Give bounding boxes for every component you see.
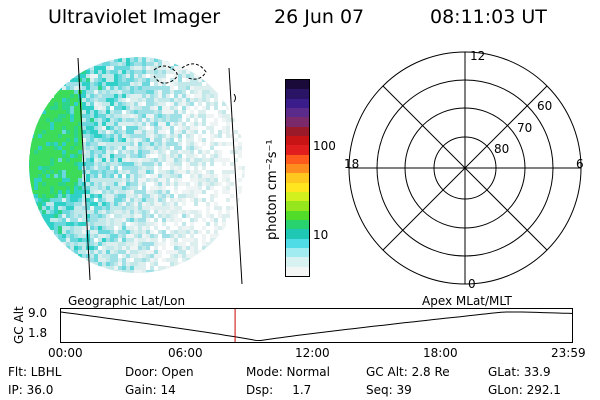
colorbar-segment [286,210,309,220]
timeline-frame [60,308,573,343]
colorbar-segment [286,135,309,146]
colorbar-segment [286,145,309,155]
colorbar-segment [286,107,309,118]
gain-status: Gain: 14 [125,383,176,397]
mlt-label-12: 12 [470,49,485,63]
colorbar-segment [286,191,309,202]
mlt-label-0: 0 [468,277,476,291]
glat-status: GLat: 33.9 [488,365,551,379]
colorbar-segment [286,201,309,211]
colorbar-segment [286,117,309,127]
gc-alt-status: GC Alt: 2.8 Re [366,365,450,379]
timeline-xtick-1800: 18:00 [423,346,458,360]
timeline-xtick-0600: 06:00 [168,346,203,360]
mlat-label-70: 70 [517,121,532,135]
mlat-label-80: 80 [494,142,509,156]
ip-status: IP: 36.0 [8,383,54,397]
colorbar-segment [286,247,309,258]
timeline-ytick-1.8: 1.8 [28,326,48,340]
colorbar-segment [286,229,309,239]
timeline-xtick-1200: 12:00 [295,346,330,360]
colorbar-segment [286,163,309,174]
door-status: Door: Open [125,365,194,379]
mlt-label-18: 18 [344,157,359,171]
colorbar-segment [286,89,309,99]
timeline-xtick-2359: 23:59 [551,346,586,360]
longitude-line-left [77,57,91,281]
colorbar-segment [286,182,309,192]
colorbar-segment [286,238,309,248]
colorbar-segment [286,257,309,267]
time-label: 08:11:03 UT [430,6,547,28]
colorbar-segment [286,173,309,183]
coastline-contour [153,65,178,84]
colorbar-tick-10: 10 [313,228,329,242]
dsp-status: Dsp: 1.7 [246,383,312,397]
seq-status: Seq: 39 [366,383,412,397]
colorbar-unit-label: photon cm⁻²s⁻¹ [265,139,280,240]
geographic-caption: Geographic Lat/Lon [68,294,186,308]
timeline-ytick-9: 9.0 [28,306,48,320]
date-label: 26 Jun 07 [274,6,365,28]
app-title: Ultraviolet Imager [48,6,221,28]
mlat-label-60: 60 [537,99,552,113]
coastline-contour [233,93,236,103]
uv-image [29,57,245,285]
colorbar-segment [286,266,309,276]
colorbar-segment [286,80,309,90]
uv-image-pixels [29,57,245,273]
apex-caption: Apex MLat/MLT [422,294,512,308]
colorbar-tick-100: 100 [313,139,336,153]
timeline-axis-label: GC Alt [12,306,26,344]
colorbar-segment [286,98,309,108]
colorbar-segment [286,219,309,230]
polar-diagonal [382,85,548,251]
altitude-curve [60,311,574,342]
mlt-label-6: 6 [576,157,584,171]
mode-status: Mode: Normal [246,365,330,379]
altitude-timeline[interactable] [60,304,574,346]
longitude-line-right [228,67,243,285]
timeline-xtick-0000: 00:00 [48,346,83,360]
colorbar-segment [286,154,309,164]
filter-status: Flt: LBHL [8,365,62,379]
glon-status: GLon: 292.1 [488,383,561,397]
colorbar-segment [286,126,309,136]
coastline-contour [181,63,207,80]
color-scale-bar [285,79,310,277]
polar-grid-plot: 12 18 6 0 60 70 80 [344,49,584,291]
